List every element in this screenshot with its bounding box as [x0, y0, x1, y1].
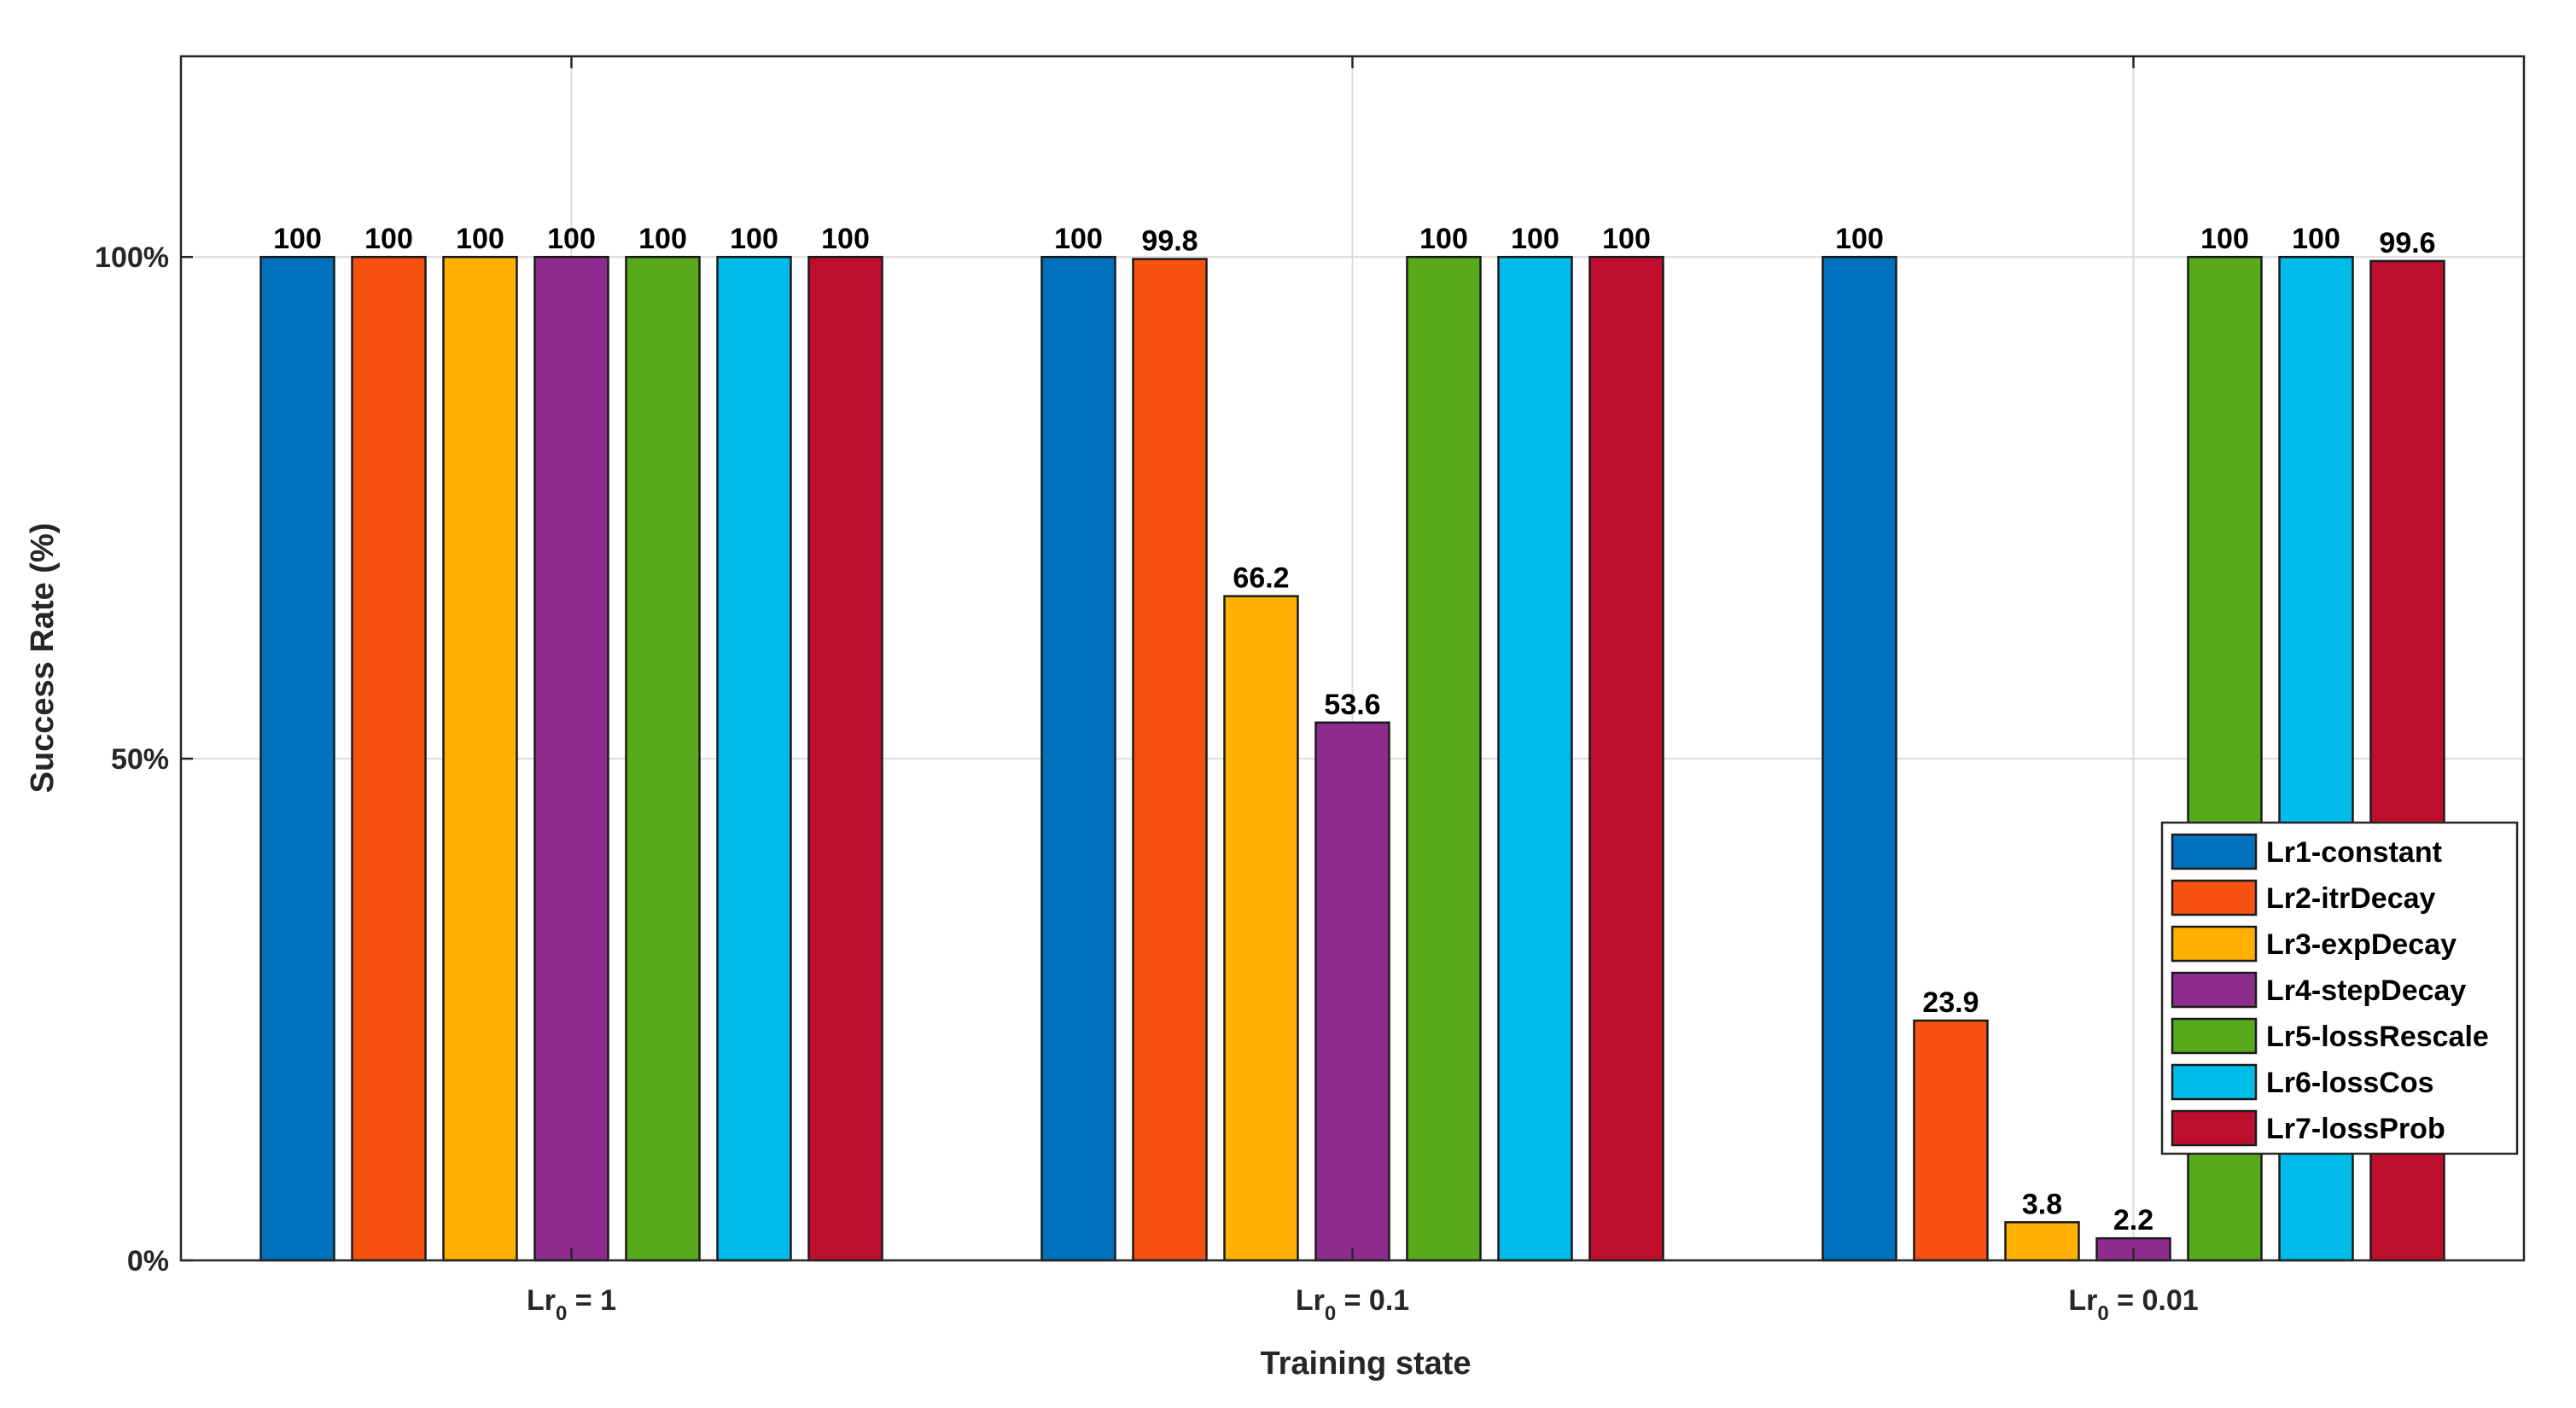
- bar-value-label: 100: [1054, 223, 1103, 255]
- x-tick-label: Lr0 = 0.01: [2068, 1284, 2198, 1325]
- bar-value-label: 3.8: [2022, 1188, 2062, 1220]
- bar-value-label: 100: [547, 223, 596, 255]
- bar: [716, 255, 792, 1262]
- bar-value-label: 100: [2200, 223, 2249, 255]
- legend-swatch: [2171, 833, 2258, 870]
- bar: [351, 255, 427, 1262]
- bar: [1497, 255, 1573, 1262]
- bar: [2004, 1221, 2080, 1262]
- legend-label: Lr3-expDecay: [2266, 928, 2457, 961]
- y-tick-label: 50%: [111, 743, 169, 776]
- legend-swatch: [2171, 1063, 2258, 1101]
- bar-value-label: 100: [730, 223, 778, 255]
- bar-value-label: 100: [1835, 223, 1884, 255]
- bar-value-label: 53.6: [1324, 689, 1380, 721]
- ticks: 0% 50% 100% Lr0 = 1 Lr0 = 0.1 Lr0 = 0.01: [95, 56, 2199, 1325]
- legend-swatch: [2171, 971, 2258, 1009]
- bar-value-label: 100: [1419, 223, 1468, 255]
- y-tick-label: 100%: [95, 241, 169, 274]
- bar: [1406, 255, 1482, 1262]
- legend: Lr1-constant Lr2-itrDecay Lr3-expDecay Lr4-…: [2160, 821, 2519, 1155]
- x-tick-label: Lr0 = 1: [527, 1284, 616, 1325]
- bar-value-label: 66.2: [1233, 562, 1289, 595]
- bar: [1040, 255, 1116, 1262]
- bar-value-label: 2.2: [2113, 1204, 2153, 1236]
- bar-value-label: 100: [638, 223, 687, 255]
- legend-label: Lr7-lossProb: [2266, 1113, 2445, 1145]
- bar-value-label: 100: [2292, 223, 2340, 255]
- bar: [259, 255, 335, 1262]
- legend-label: Lr6-lossCos: [2266, 1067, 2434, 1099]
- bar-value-label: 100: [456, 223, 504, 255]
- bar: [1223, 595, 1299, 1262]
- bar: [442, 255, 518, 1262]
- bar-value-label: 100: [1602, 223, 1651, 255]
- legend-label: Lr2-itrDecay: [2266, 882, 2436, 915]
- y-axis-title: Success Rate (%): [25, 523, 61, 794]
- bar-value-label: 23.9: [1922, 986, 1979, 1019]
- y-tick-label: 0%: [127, 1245, 169, 1277]
- bar-value-label: 99.8: [1141, 225, 1198, 258]
- data-labels: 100 100 100 100 99.8 23.9 100 66.2 3.8 100 53.6 2.2…: [273, 223, 2435, 1236]
- legend-label: Lr4-stepDecay: [2266, 975, 2466, 1007]
- bar: [625, 255, 701, 1262]
- legend-label: Lr5-lossRescale: [2266, 1021, 2489, 1053]
- bar-value-label: 100: [364, 223, 413, 255]
- bar: [1588, 255, 1664, 1262]
- legend-swatch: [2171, 1017, 2258, 1055]
- bar: [1821, 255, 1897, 1262]
- bar: [1913, 1019, 1989, 1262]
- x-tick-label: Lr0 = 0.1: [1296, 1284, 1409, 1325]
- bar: [1132, 258, 1208, 1262]
- legend-swatch: [2171, 879, 2258, 916]
- bar-value-label: 100: [273, 223, 322, 255]
- x-axis-title: Training state: [1260, 1346, 1471, 1382]
- bar-value-label: 99.6: [2379, 227, 2435, 259]
- bar-value-label: 100: [821, 223, 870, 255]
- bar: [533, 255, 609, 1262]
- legend-swatch: [2171, 1109, 2258, 1147]
- bar: [807, 255, 883, 1262]
- bar-value-label: 100: [1511, 223, 1559, 255]
- legend-label: Lr1-constant: [2266, 836, 2442, 869]
- bar: [1314, 721, 1390, 1262]
- legend-swatch: [2171, 925, 2258, 963]
